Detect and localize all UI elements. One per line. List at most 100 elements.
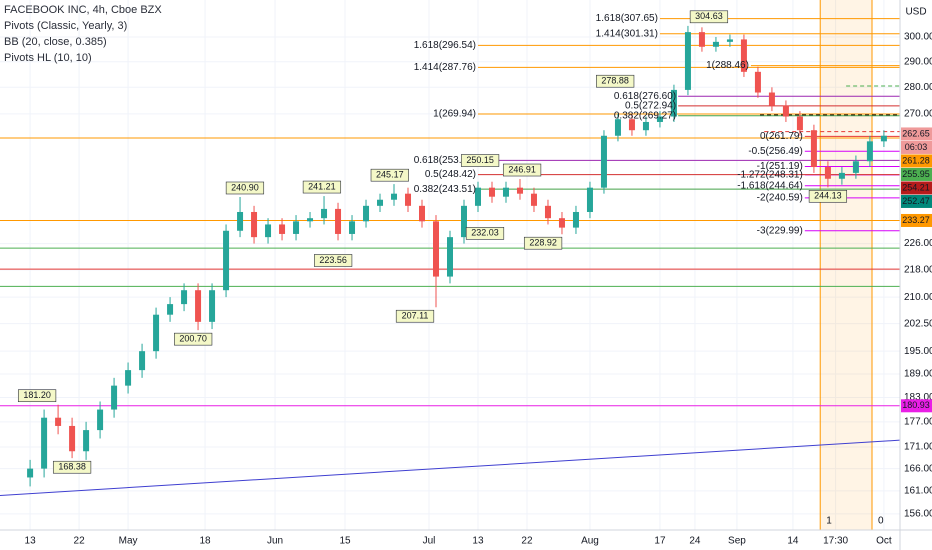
candle-body xyxy=(251,211,258,238)
highlight-range xyxy=(820,0,873,530)
candle-body xyxy=(139,351,146,371)
indicator-label: Pivots (Classic, Yearly, 3) xyxy=(4,20,127,32)
candle-body xyxy=(516,187,523,194)
x-tick-label: 13 xyxy=(25,536,37,547)
price-tag xyxy=(901,194,932,208)
candle-body xyxy=(474,187,481,206)
candle-body xyxy=(614,119,621,136)
candle-body xyxy=(419,205,426,222)
candle-body xyxy=(796,116,803,131)
candle-body xyxy=(55,417,62,426)
pivot-box xyxy=(225,181,265,195)
candle-body xyxy=(670,89,677,117)
pivot-box xyxy=(302,180,342,194)
pivot-label: 223.56 xyxy=(319,255,347,265)
price-tag-label: 233.27 xyxy=(902,215,930,225)
y-tick-label: 171.00 xyxy=(904,442,932,453)
candle-body xyxy=(125,370,132,386)
candle-body xyxy=(41,417,48,469)
level-label: -0.5(256.49) xyxy=(748,146,802,157)
candle-body xyxy=(111,385,118,410)
level-label: 1(269.94) xyxy=(433,109,476,120)
pivot-box xyxy=(395,309,435,323)
x-tick-label: 17 xyxy=(654,536,666,547)
candle-body xyxy=(642,121,649,131)
candle-body xyxy=(572,211,579,228)
x-tick-label: Aug xyxy=(581,536,599,547)
y-tick-label: 202.50 xyxy=(904,318,932,329)
price-tag xyxy=(901,167,932,181)
candle-body xyxy=(181,290,188,305)
candle-body xyxy=(754,71,761,93)
x-tick-label: 22 xyxy=(521,536,533,547)
highlight-label: 1 xyxy=(826,516,832,527)
candle-body xyxy=(209,290,216,322)
price-tag-label: 261.28 xyxy=(902,155,930,165)
level-label: 0.5(272.94) xyxy=(625,101,676,112)
pivot-box xyxy=(689,10,729,24)
candle-body xyxy=(195,290,202,322)
y-tick-label: 226.00 xyxy=(904,238,932,249)
pivot-box xyxy=(52,460,92,474)
pivot-box xyxy=(596,74,635,88)
candle-body xyxy=(558,218,565,228)
candle-body xyxy=(726,39,733,42)
pivot-box xyxy=(17,389,57,403)
indicator-label: Pivots HL (10, 10) xyxy=(4,52,92,64)
candle-body xyxy=(656,116,663,122)
trendline xyxy=(0,439,901,496)
candle-body xyxy=(880,135,887,142)
x-tick-label: Jul xyxy=(423,536,436,547)
pivot-box xyxy=(502,163,542,177)
level-label: -1.618(244.64) xyxy=(737,180,803,191)
level-label: 1(288.46) xyxy=(706,60,749,71)
x-tick-label: 13 xyxy=(472,536,484,547)
candle-body xyxy=(502,187,509,197)
indicator-label: BB (20, close, 0.385) xyxy=(4,36,107,48)
price-tag-label: 262.65 xyxy=(902,128,930,138)
pivot-label: 246.91 xyxy=(508,164,536,174)
level-label: -1(251.19) xyxy=(757,161,803,172)
candle-body xyxy=(293,221,300,234)
candle-body xyxy=(586,187,593,212)
candle-body xyxy=(600,135,607,188)
candle-body xyxy=(223,230,230,291)
x-tick-label: 17:30 xyxy=(823,536,848,547)
x-tick-label: 22 xyxy=(74,536,86,547)
pivot-label: 278.88 xyxy=(601,76,629,86)
pivot-box xyxy=(523,236,563,250)
candle-body xyxy=(544,205,551,219)
pivot-label: 244.13 xyxy=(814,191,842,201)
candle-body xyxy=(167,304,174,315)
candle-body xyxy=(824,167,831,179)
y-tick-label: 290.00 xyxy=(904,56,932,67)
candle-body xyxy=(740,39,747,72)
pivot-label: 304.63 xyxy=(695,11,723,21)
pivot-label: 240.90 xyxy=(231,182,259,192)
y-tick-label: 210.00 xyxy=(904,292,932,303)
candle-body xyxy=(307,218,314,222)
y-tick-label: 189.00 xyxy=(904,369,932,380)
candle-body xyxy=(265,224,272,238)
x-tick-label: Oct xyxy=(876,536,892,547)
candle-body xyxy=(363,205,370,222)
price-tag xyxy=(901,154,932,168)
y-tick-label: 300.00 xyxy=(904,32,932,43)
y-tick-label: 166.00 xyxy=(904,463,932,474)
y-tick-label: 156.00 xyxy=(904,509,932,520)
candle-body xyxy=(391,193,398,200)
candle-body xyxy=(447,237,453,277)
level-label: 0.382(269.27) xyxy=(614,110,676,121)
x-tick-label: Jun xyxy=(267,536,283,547)
candle-body xyxy=(27,468,34,478)
candle-body xyxy=(810,130,817,168)
price-tag-label: 254.21 xyxy=(902,182,930,192)
price-tag-label: 255.95 xyxy=(902,169,930,179)
level-label: -1.272(248.31) xyxy=(737,170,803,181)
candle-body xyxy=(838,172,845,179)
pivot-box xyxy=(460,154,500,167)
candle-body xyxy=(153,314,160,352)
pivot-label: 228.92 xyxy=(529,238,557,248)
candle-body xyxy=(852,161,859,173)
